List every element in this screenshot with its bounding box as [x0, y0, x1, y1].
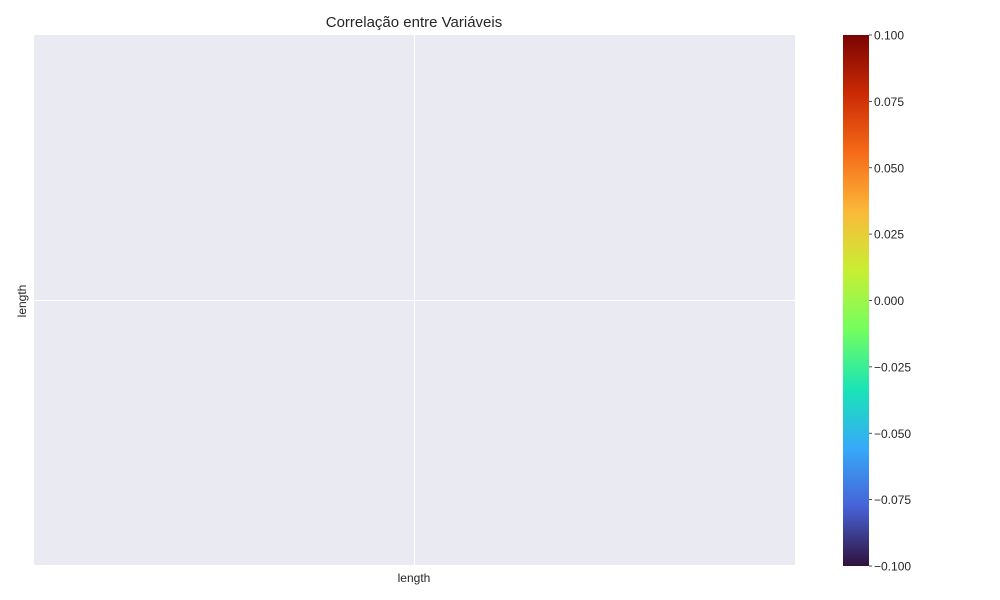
colorbar-ticks: 0.100 0.075 0.050 0.025 0.000 −0.025 −0.050 −0.… — [869, 29, 911, 574]
colorbar-tick-label: 0.075 — [874, 95, 904, 109]
colorbar-tick-label: 0.050 — [874, 161, 904, 175]
colorbar-tick-label: 0.025 — [874, 228, 904, 242]
chart-title: Correlação entre Variáveis — [326, 14, 502, 31]
colorbar-tick-label: −0.075 — [874, 493, 911, 507]
y-tick-label: length — [15, 285, 29, 318]
colorbar-tick-label: 0.100 — [874, 29, 904, 43]
colorbar-tick-label: −0.050 — [874, 427, 911, 441]
colorbar-tick-label: 0.000 — [874, 294, 904, 308]
colorbar-tick-label: −0.025 — [874, 360, 911, 374]
x-tick-label: length — [398, 571, 431, 585]
colorbar — [843, 35, 869, 566]
colorbar-tick-label: −0.100 — [874, 560, 911, 574]
